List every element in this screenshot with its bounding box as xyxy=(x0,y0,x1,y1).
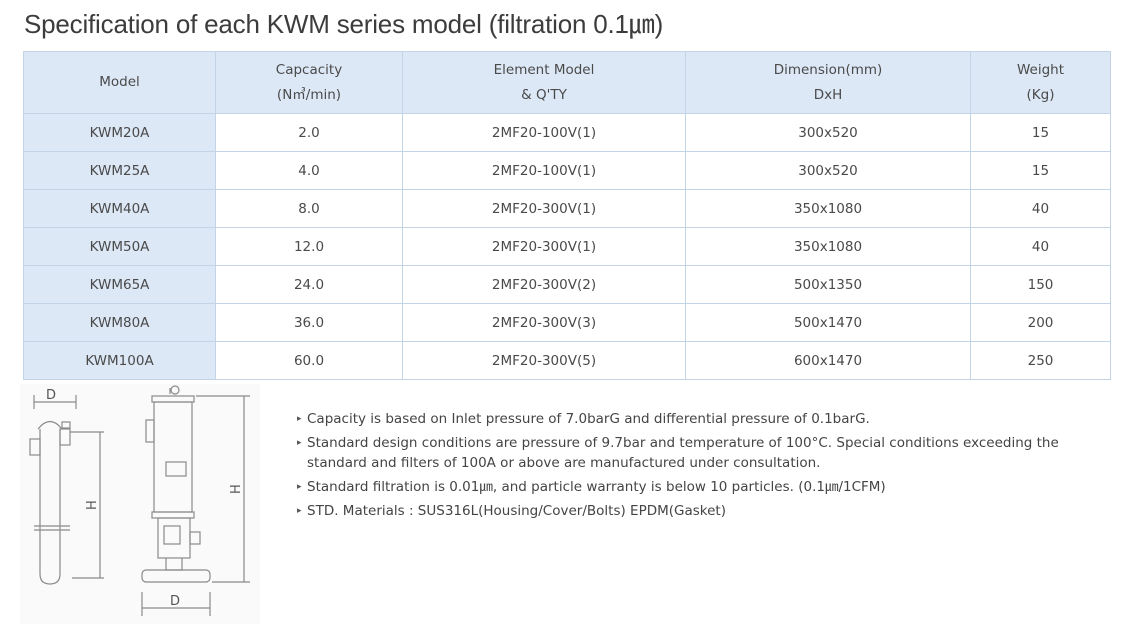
cell-weight: 200 xyxy=(970,303,1111,342)
large-housing-outline xyxy=(141,385,250,616)
notes-list: ▸ Capacity is based on Inlet pressure of… xyxy=(297,409,1097,525)
cell-dimension: 500x1470 xyxy=(685,303,971,342)
filter-housing-drawing: D H D H xyxy=(20,384,260,624)
bullet-icon: ▸ xyxy=(297,506,302,516)
list-item: ▸ STD. Materials : SUS316L(Housing/Cover… xyxy=(297,501,1097,521)
dimension-h-label-small: H xyxy=(85,500,100,510)
list-item: ▸ Standard design conditions are pressur… xyxy=(297,433,1097,473)
cell-weight: 15 xyxy=(970,151,1111,190)
cell-dimension: 350x1080 xyxy=(685,189,971,228)
cell-capacity: 36.0 xyxy=(215,303,403,342)
cell-element-model: 2MF20-300V(1) xyxy=(402,227,686,266)
table-row: KWM80A 36.0 2MF20-300V(3) 500x1470 200 xyxy=(23,303,1111,342)
list-item: ▸ Capacity is based on Inlet pressure of… xyxy=(297,409,1097,429)
cell-element-model: 2MF20-300V(1) xyxy=(402,189,686,228)
cell-model: KWM65A xyxy=(23,265,216,304)
table-row: KWM40A 8.0 2MF20-300V(1) 350x1080 40 xyxy=(23,189,1111,228)
cell-weight: 250 xyxy=(970,341,1111,380)
cell-element-model: 2MF20-300V(5) xyxy=(402,341,686,380)
cell-capacity: 24.0 xyxy=(215,265,403,304)
cell-weight: 40 xyxy=(970,227,1111,266)
header-weight: Weight (Kg) xyxy=(970,51,1111,114)
cell-capacity: 8.0 xyxy=(215,189,403,228)
table-row: KWM100A 60.0 2MF20-300V(5) 600x1470 250 xyxy=(23,341,1111,380)
bullet-icon: ▸ xyxy=(297,482,302,492)
cell-weight: 15 xyxy=(970,113,1111,152)
cell-model: KWM40A xyxy=(23,189,216,228)
cell-weight: 150 xyxy=(970,265,1111,304)
note-text: STD. Materials : SUS316L(Housing/Cover/B… xyxy=(307,503,726,519)
dimension-d-label-large: D xyxy=(170,594,180,609)
bullet-icon: ▸ xyxy=(297,438,302,448)
header-element-model: Element Model & Q'TY xyxy=(402,51,686,114)
cell-model: KWM100A xyxy=(23,341,216,380)
cell-dimension: 600x1470 xyxy=(685,341,971,380)
cell-element-model: 2MF20-300V(2) xyxy=(402,265,686,304)
note-text: Standard filtration is 0.01㎛, and partic… xyxy=(307,479,886,495)
note-text: Capacity is based on Inlet pressure of 7… xyxy=(307,411,870,427)
cell-model: KWM25A xyxy=(23,151,216,190)
cell-element-model: 2MF20-100V(1) xyxy=(402,113,686,152)
cell-capacity: 60.0 xyxy=(215,341,403,380)
cell-element-model: 2MF20-100V(1) xyxy=(402,151,686,190)
table-row: KWM20A 2.0 2MF20-100V(1) 300x520 15 xyxy=(23,113,1111,152)
cell-capacity: 12.0 xyxy=(215,227,403,266)
small-housing-outline xyxy=(29,395,104,585)
bullet-icon: ▸ xyxy=(297,414,302,424)
dimension-h-label-large: H xyxy=(229,484,244,494)
table-row: KWM25A 4.0 2MF20-100V(1) 300x520 15 xyxy=(23,151,1111,190)
cell-model: KWM50A xyxy=(23,227,216,266)
list-item: ▸ Standard filtration is 0.01㎛, and part… xyxy=(297,477,1097,497)
cell-capacity: 4.0 xyxy=(215,151,403,190)
header-capacity: Capcacity (N㎥/min) xyxy=(215,51,403,114)
header-dimension: Dimension(mm) DxH xyxy=(685,51,971,114)
cell-dimension: 300x520 xyxy=(685,113,971,152)
cell-weight: 40 xyxy=(970,189,1111,228)
table-header-row: Model Capcacity (N㎥/min) Element Model &… xyxy=(23,51,1111,114)
table-row: KWM65A 24.0 2MF20-300V(2) 500x1350 150 xyxy=(23,265,1111,304)
cell-dimension: 350x1080 xyxy=(685,227,971,266)
cell-dimension: 300x520 xyxy=(685,151,971,190)
cell-model: KWM80A xyxy=(23,303,216,342)
table-row: KWM50A 12.0 2MF20-300V(1) 350x1080 40 xyxy=(23,227,1111,266)
header-model: Model xyxy=(23,51,216,114)
page-title: Specification of each KWM series model (… xyxy=(24,9,664,39)
spec-table: Model Capcacity (N㎥/min) Element Model &… xyxy=(23,51,1111,380)
dimension-d-label-small: D xyxy=(46,388,56,403)
note-text: Standard design conditions are pressure … xyxy=(307,435,1059,471)
cell-dimension: 500x1350 xyxy=(685,265,971,304)
cell-model: KWM20A xyxy=(23,113,216,152)
cell-element-model: 2MF20-300V(3) xyxy=(402,303,686,342)
cell-capacity: 2.0 xyxy=(215,113,403,152)
